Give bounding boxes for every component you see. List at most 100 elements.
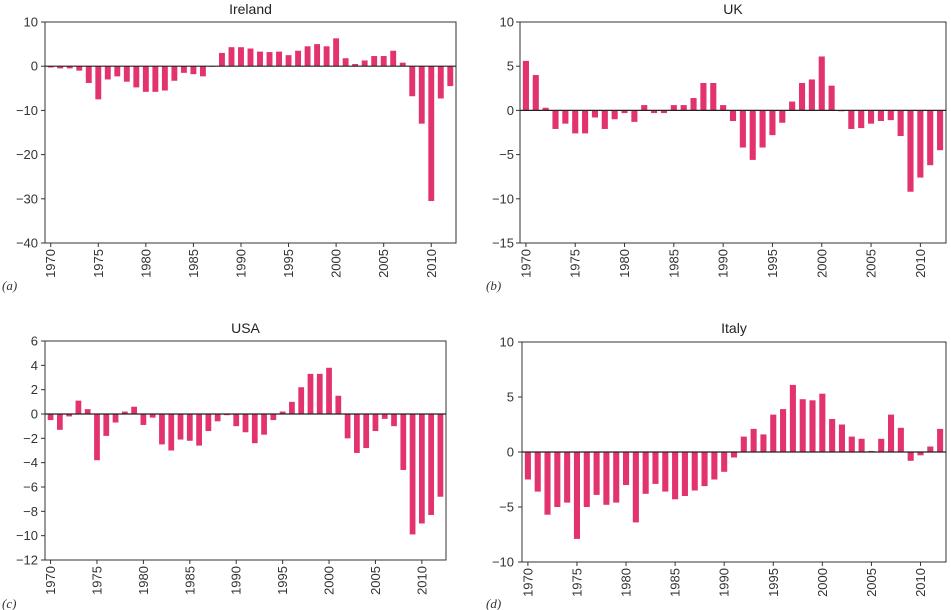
y-tick-label: −5 [499,500,514,515]
bar-2004 [858,438,865,452]
y-tick-label: −12 [16,553,38,568]
bar-2012 [937,110,944,151]
bar-1982 [159,414,165,445]
x-tick-label: 1985 [668,568,683,597]
bar-2003 [361,60,368,67]
bar-1998 [307,373,314,414]
x-tick-label: 1990 [233,249,248,278]
plot-frame [44,340,447,561]
bar-1984 [180,66,187,73]
bar-1983 [168,414,175,451]
bar-1978 [601,110,608,129]
bar-1995 [285,55,292,67]
y-tick-label: −30 [16,191,38,206]
bar-1997 [789,384,796,452]
bar-1981 [631,110,638,122]
bar-1971 [57,66,64,69]
x-tick-label: 2005 [376,249,391,278]
y-tick-label: −2 [23,431,38,446]
bar-1988 [700,82,707,111]
y-tick-label: −6 [23,480,38,495]
bar-1996 [780,409,787,452]
bar-1970 [47,414,54,421]
x-tick-label: 1975 [569,568,584,597]
bar-1973 [75,400,82,414]
bar-1988 [214,414,221,422]
x-tick-label: 1995 [766,568,781,597]
bar-1974 [564,452,571,503]
bar-1973 [76,66,83,71]
bar-1982 [161,66,168,91]
bar-1971 [534,452,541,492]
bar-1985 [670,105,677,111]
x-tick-label: 1995 [275,566,290,595]
x-tick-label: 2010 [414,566,429,595]
bar-1996 [779,110,786,123]
y-tick-label: 5 [507,59,514,74]
bar-1985 [190,66,197,75]
bar-2004 [858,110,865,129]
bar-2009 [409,414,416,535]
bar-1970 [524,452,531,480]
bar-1976 [583,452,590,507]
bar-1980 [621,110,628,114]
bar-1994 [276,51,282,67]
bar-1993 [266,52,273,67]
bar-1978 [123,66,130,82]
bar-2007 [391,414,397,427]
bar-2007 [887,414,895,452]
bar-2011 [927,110,934,166]
x-tick-label: 1970 [43,249,58,278]
x-tick-label: 2010 [424,249,439,278]
y-tick-label: −10 [492,191,514,206]
bar-1996 [289,401,295,414]
x-tick-label: 2010 [913,249,928,278]
bar-1970 [522,60,529,111]
x-tick-label: 1995 [281,249,296,278]
bar-1973 [554,452,561,507]
bar-1994 [270,414,277,421]
x-tick-label: 2000 [814,249,829,278]
bar-2000 [326,367,332,414]
bar-1974 [85,66,92,83]
panel-label: (b) [486,278,501,293]
y-tick-label: −20 [16,147,38,162]
y-tick-label: 4 [31,358,38,373]
bar-1977 [591,110,599,118]
y-tick-label: 0 [507,103,514,118]
y-tick-label: 10 [500,15,514,30]
bar-1990 [721,452,728,472]
y-tick-label: −15 [492,236,514,251]
bar-1979 [131,406,137,414]
bar-1991 [730,452,738,458]
bar-1989 [224,414,230,416]
bar-2001 [342,58,349,67]
x-tick-label: 1980 [136,566,151,595]
bar-2010 [418,414,425,524]
bar-1972 [544,452,551,515]
bar-2002 [838,424,846,452]
x-tick-label: 1980 [617,249,632,278]
bar-2012 [447,66,454,87]
bar-1997 [304,46,311,67]
x-tick-label: 1990 [717,568,732,597]
x-tick-label: 1970 [43,566,58,595]
x-tick-label: 1970 [518,249,533,278]
x-tick-label: 1995 [765,249,780,278]
bar-1989 [228,47,235,67]
plot-frame [44,21,457,244]
bar-1975 [573,452,581,539]
bar-1970 [47,66,54,68]
bar-1990 [233,414,240,427]
x-tick-label: 1975 [568,249,583,278]
bar-1985 [186,414,193,441]
bar-1979 [611,110,618,120]
bar-2007 [887,110,894,121]
x-tick-label: 1990 [716,249,731,278]
chart-title: Italy [721,320,747,336]
bar-2006 [878,438,885,452]
bar-2011 [927,446,934,452]
bar-1986 [199,66,206,77]
panel-label: (d) [486,596,501,610]
x-tick-label: 1975 [91,249,106,278]
